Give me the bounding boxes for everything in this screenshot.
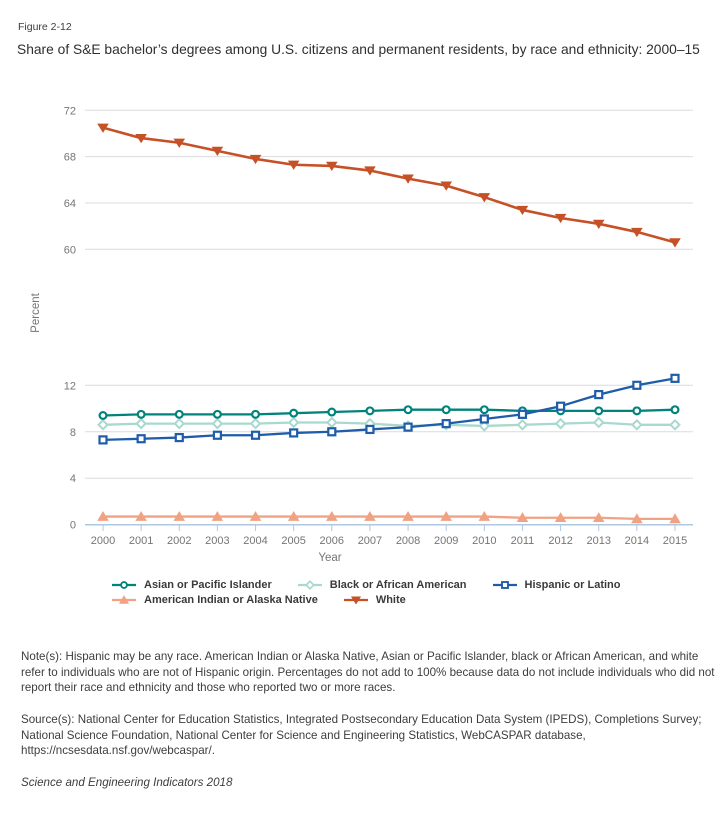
series-markers-asian-or-pacific-islander: [98, 405, 680, 421]
page-title: Share of S&E bachelor’s degrees among U.…: [17, 42, 700, 57]
svg-text:2009: 2009: [434, 535, 458, 547]
svg-text:60: 60: [64, 244, 76, 256]
svg-text:2008: 2008: [396, 535, 420, 547]
legend-item-asian-or-pacific-islander: Asian or Pacific Islander: [111, 579, 272, 591]
svg-text:0: 0: [70, 520, 76, 532]
svg-text:2012: 2012: [548, 535, 572, 547]
svg-text:68: 68: [64, 152, 76, 164]
svg-text:2002: 2002: [167, 535, 191, 547]
gridlines: [85, 109, 693, 526]
source-text: Source(s): National Center for Education…: [21, 713, 702, 758]
svg-text:2000: 2000: [91, 535, 115, 547]
svg-text:2007: 2007: [358, 535, 382, 547]
series-line-american-indian-or-alaska-native: [103, 515, 675, 521]
american-indian-or-alaska-native-marker-icon: [112, 595, 136, 604]
svg-text:2004: 2004: [243, 535, 267, 547]
series-white: [97, 123, 681, 248]
series-asian-or-pacific-islander: [98, 405, 680, 421]
svg-text:2011: 2011: [511, 535, 535, 547]
svg-text:12: 12: [64, 380, 76, 392]
y-tick-labels: 72 68 64 60 12 8 4 0: [64, 105, 76, 531]
series-line-white: [102, 126, 676, 244]
svg-text:2014: 2014: [625, 535, 649, 547]
legend-label: Hispanic or Latino: [524, 579, 621, 591]
legend-label: Asian or Pacific Islander: [144, 579, 272, 591]
black-or-african-american-marker-icon: [297, 580, 322, 590]
x-tick-labels: 2000 2001 2002 2003 2004 2005 2006 2007 2008 2009…: [91, 535, 687, 547]
notes-text: Note(s): Hispanic may be any race. Ameri…: [21, 650, 715, 695]
series-markers-white: [97, 123, 681, 248]
svg-text:4: 4: [70, 473, 76, 485]
legend-label: White: [375, 594, 406, 606]
series-hispanic-or-latino: [98, 373, 680, 445]
series-markers-american-indian-or-alaska-native: [97, 510, 681, 524]
series-line-black-or-african-american: [102, 421, 675, 428]
hispanic-or-latino-marker-icon: [492, 581, 517, 589]
legend-label: American Indian or Alaska Native: [144, 594, 318, 606]
series-line-hispanic-or-latino: [102, 377, 676, 442]
svg-text:8: 8: [70, 427, 76, 439]
svg-text:2003: 2003: [205, 535, 229, 547]
legend-item-black-or-african-american: Black or African American: [297, 579, 467, 591]
svg-text:2015: 2015: [663, 535, 687, 547]
white-marker-icon: [343, 596, 368, 605]
series-markers-hispanic-or-latino: [98, 373, 680, 445]
legend-item-white: White: [343, 594, 406, 606]
figure-label: Figure 2-12: [18, 21, 72, 33]
svg-text:64: 64: [64, 198, 76, 210]
chart-legend: Asian or Pacific Islander Black or Africa…: [111, 579, 673, 606]
svg-text:2010: 2010: [472, 535, 496, 547]
svg-text:2001: 2001: [129, 535, 153, 547]
legend-label: Black or African American: [329, 579, 467, 591]
series-line-asian-or-pacific-islander: [102, 408, 676, 417]
x-axis-title: Year: [318, 552, 341, 564]
asian-or-pacific-islander-marker-icon: [112, 581, 136, 589]
series-american-indian-or-alaska-native: [97, 510, 681, 524]
y-axis-title: Percent: [30, 292, 42, 332]
svg-text:72: 72: [64, 105, 76, 117]
svg-text:2005: 2005: [281, 535, 305, 547]
legend-item-hispanic-or-latino: Hispanic or Latino: [492, 579, 621, 591]
svg-text:2013: 2013: [586, 535, 610, 547]
footer-citation: Science and Engineering Indicators 2018: [21, 776, 233, 789]
svg-text:2006: 2006: [320, 535, 344, 547]
x-axis: [102, 524, 676, 531]
legend-item-american-indian-or-alaska-native: American Indian or Alaska Native: [111, 594, 318, 606]
